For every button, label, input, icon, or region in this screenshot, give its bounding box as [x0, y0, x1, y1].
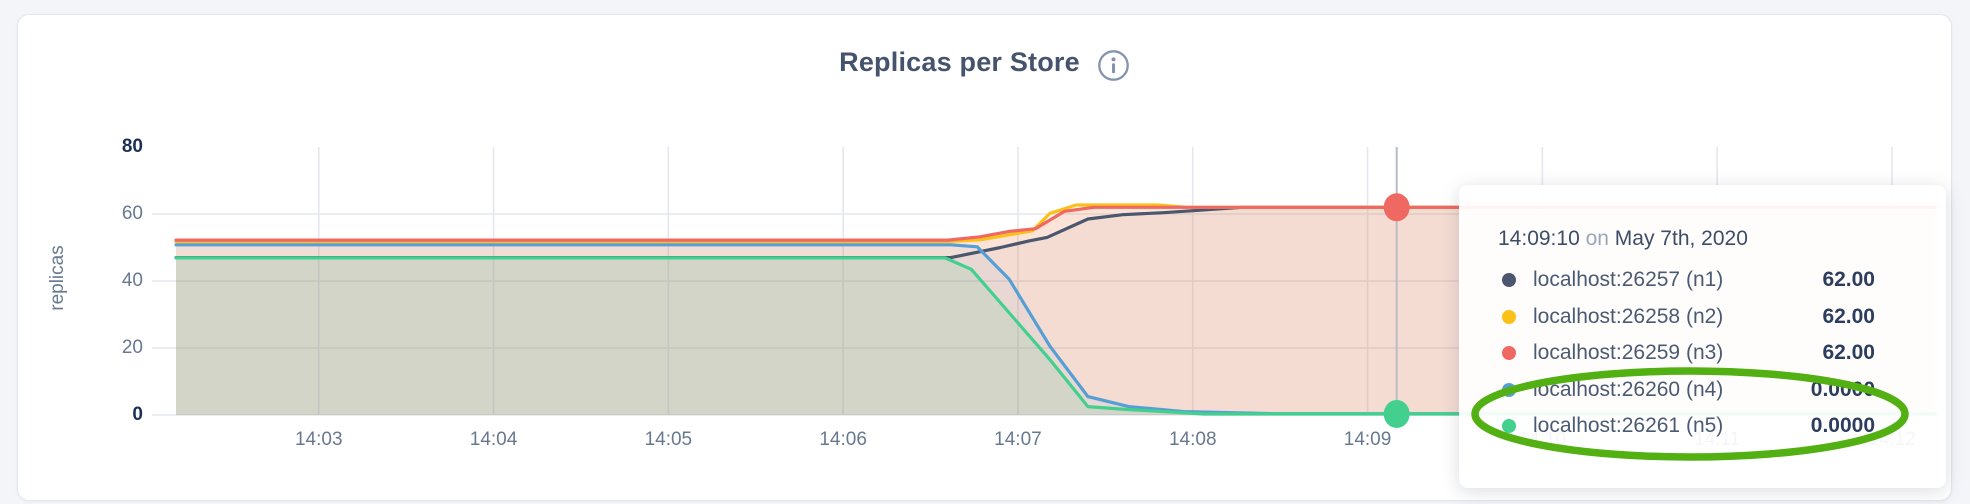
- info-circle-icon[interactable]: [1097, 49, 1130, 82]
- tooltip-row: localhost:26261 (n5) 0.0000: [1459, 413, 1946, 439]
- tooltip-row: localhost:26260 (n4) 0.0000: [1459, 377, 1946, 403]
- tooltip-row-value: 62.00: [1822, 304, 1875, 328]
- tooltip-row-label: localhost:26260 (n4): [1533, 377, 1724, 401]
- tooltip-date: May 7th, 2020: [1614, 227, 1748, 250]
- series-area-n5: [176, 257, 1936, 415]
- chart-tooltip: 14:09:10 on May 7th, 2020 localhost:2625…: [1459, 185, 1946, 488]
- crosshair-marker-n3: [1383, 193, 1410, 222]
- chart-title: Replicas per Store: [839, 46, 1080, 77]
- series-color-dot-icon: [1502, 309, 1516, 324]
- series-line-n5: [174, 256, 1938, 416]
- series-color-dot-icon: [1502, 273, 1516, 287]
- tooltip-row-label: localhost:26257 (n1): [1533, 268, 1724, 291]
- tooltip-row-value: 62.00: [1822, 268, 1875, 291]
- series-color-dot-icon: [1502, 346, 1516, 360]
- tooltip-row: localhost:26259 (n3) 62.00: [1459, 340, 1946, 366]
- series-color-dot-icon: [1502, 419, 1516, 433]
- chart-header: Replicas per Store: [17, 42, 1952, 82]
- tooltip-header: 14:09:10 on May 7th, 2020: [1498, 225, 1748, 253]
- series-color-dot-icon: [1502, 382, 1516, 397]
- crosshair-marker-n5: [1383, 399, 1410, 428]
- tooltip-row-label: localhost:26259 (n3): [1533, 341, 1724, 364]
- tooltip-row-value: 62.00: [1822, 341, 1875, 364]
- series-line-n1: [174, 205, 1938, 260]
- tooltip-time: 14:09:10: [1498, 227, 1580, 250]
- tooltip-row-label: localhost:26261 (n5): [1533, 414, 1724, 437]
- series-line-n3: [174, 205, 1938, 242]
- tooltip-row-value: 0.0000: [1810, 377, 1875, 401]
- tooltip-row-label: localhost:26258 (n2): [1533, 304, 1724, 328]
- tooltip-row: localhost:26257 (n1) 62.00: [1459, 267, 1946, 293]
- series-area-n4: [176, 244, 1936, 415]
- tooltip-row: localhost:26258 (n2) 62.00: [1459, 304, 1946, 330]
- tooltip-row-value: 0.0000: [1810, 414, 1875, 437]
- tooltip-on-word: on: [1585, 227, 1609, 250]
